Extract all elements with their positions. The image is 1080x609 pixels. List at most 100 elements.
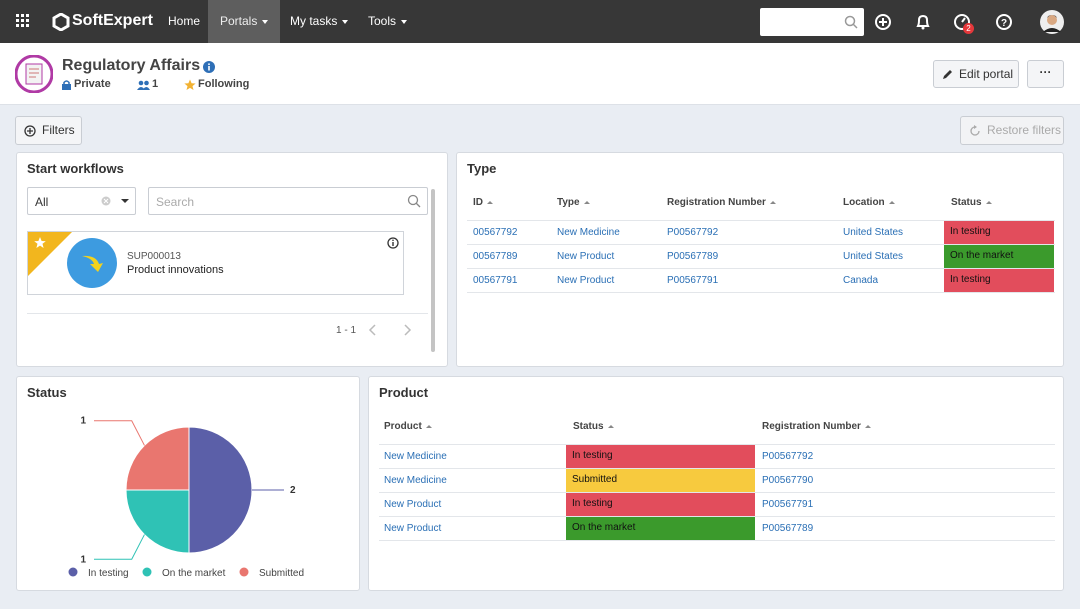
- header-line: [467, 220, 1055, 221]
- tasks-icon[interactable]: [953, 13, 971, 31]
- select[interactable]: All: [27, 187, 136, 215]
- cell-link[interactable]: P00567791: [762, 499, 814, 510]
- search-box[interactable]: [760, 8, 864, 36]
- cell-link[interactable]: P00567792: [667, 227, 719, 238]
- row-line: [379, 492, 1055, 493]
- restore-filters-button[interactable]: Restore filters: [960, 116, 1064, 145]
- cell-link[interactable]: P00567790: [762, 475, 814, 486]
- row-line: [467, 292, 1055, 293]
- help-icon[interactable]: ?: [995, 13, 1013, 31]
- cell-link[interactable]: 00567791: [473, 275, 518, 286]
- product-panel: Product Product Status Registration Number…: [368, 376, 1064, 591]
- nav-item[interactable]: Portals: [208, 0, 281, 43]
- portal-title: Regulatory Affairs: [62, 57, 201, 74]
- workflow-name: Product innovations: [127, 264, 224, 276]
- leader-line: [94, 534, 145, 560]
- legend-label: Submitted: [259, 568, 304, 579]
- status-text: In testing: [572, 450, 613, 461]
- portal-icon: [15, 55, 53, 93]
- cell-link[interactable]: New Product: [557, 251, 615, 262]
- status-text: In testing: [572, 498, 613, 509]
- status-cell: In testing: [566, 493, 755, 516]
- legend-swatch: [239, 567, 249, 577]
- type-panel: Type ID Type Registration Number Location St…: [456, 152, 1064, 367]
- cell-link[interactable]: P00567789: [667, 251, 719, 262]
- apps-icon[interactable]: [16, 14, 30, 28]
- select-value: All: [35, 195, 49, 209]
- add-icon[interactable]: [874, 13, 892, 31]
- column-header[interactable]: Status: [951, 197, 992, 208]
- nav-item[interactable]: My tasks: [278, 0, 360, 43]
- scrollbar[interactable]: [431, 189, 435, 352]
- cell-link[interactable]: New Product: [384, 499, 442, 510]
- pager-arrows[interactable]: [367, 323, 417, 337]
- avatar[interactable]: [1040, 10, 1064, 34]
- legend-swatch: [142, 567, 152, 577]
- brand: SoftExpert: [72, 12, 153, 29]
- divider: [27, 313, 428, 314]
- filters-button[interactable]: Filters: [15, 116, 82, 145]
- panel-title: Type: [467, 161, 497, 176]
- cell-link[interactable]: New Product: [557, 275, 615, 286]
- pagination: 1 - 1: [336, 325, 357, 336]
- row-line: [467, 268, 1055, 269]
- pie-slice: [125, 426, 190, 491]
- cell-link[interactable]: New Medicine: [384, 451, 447, 462]
- privacy: Private: [74, 78, 111, 90]
- edit-portal-button[interactable]: Edit portal: [933, 60, 1019, 88]
- cell-link[interactable]: 00567789: [473, 251, 518, 262]
- status-cell: In testing: [944, 269, 1054, 292]
- cell-link[interactable]: New Product: [384, 523, 442, 534]
- workflow-card[interactable]: SUP000013 Product innovations: [27, 231, 404, 295]
- status-text: On the market: [572, 522, 636, 533]
- info-icon[interactable]: [203, 61, 215, 73]
- nav-item[interactable]: Tools: [356, 0, 419, 43]
- cell-link[interactable]: New Medicine: [384, 475, 447, 486]
- cell-link[interactable]: 00567792: [473, 227, 518, 238]
- row-line: [379, 540, 1055, 541]
- members-icon: [137, 80, 150, 90]
- workflows-panel: Start workflows All Search SUP000013 Pro…: [16, 152, 448, 367]
- restore-filters-label: Restore filters: [987, 123, 1062, 137]
- edit-portal-label: Edit portal: [959, 67, 1014, 81]
- nav-item[interactable]: Home: [168, 14, 201, 28]
- bell-icon[interactable]: [914, 13, 932, 31]
- following[interactable]: Following: [198, 78, 250, 90]
- more-button[interactable]: ···: [1027, 60, 1064, 88]
- legend-label: In testing: [88, 568, 129, 579]
- pie-slice: [188, 426, 253, 554]
- cell-link[interactable]: United States: [843, 251, 904, 262]
- cell-link[interactable]: Canada: [843, 275, 879, 286]
- filters-label: Filters: [42, 123, 75, 137]
- cell-link[interactable]: P00567789: [762, 523, 814, 534]
- workflow-code: SUP000013: [127, 251, 181, 262]
- panel-title: Product: [379, 385, 429, 400]
- column-header[interactable]: Product: [384, 421, 432, 432]
- column-header[interactable]: ID: [473, 197, 493, 208]
- column-header[interactable]: Registration Number: [762, 421, 871, 432]
- column-header[interactable]: Registration Number: [667, 197, 776, 208]
- status-panel: Status 2 1 1 In testing On the market Submitt…: [16, 376, 360, 591]
- data-label: 1: [80, 416, 86, 427]
- row-line: [467, 244, 1055, 245]
- pie-slice: [125, 489, 190, 554]
- column-header[interactable]: Type: [557, 197, 590, 208]
- cell-link[interactable]: United States: [843, 227, 904, 238]
- status-text: In testing: [950, 226, 991, 237]
- top-nav: SoftExpert 2 ? Home Portals My tasks Tools: [0, 0, 1080, 43]
- status-cell: Submitted: [566, 469, 755, 492]
- row-line: [379, 468, 1055, 469]
- column-header[interactable]: Location: [843, 197, 895, 208]
- panel-title: Start workflows: [27, 161, 124, 176]
- cell-link[interactable]: P00567791: [667, 275, 719, 286]
- header-line: [379, 444, 1055, 445]
- row-line: [379, 516, 1055, 517]
- panel-title: Status: [27, 385, 67, 400]
- search-input[interactable]: Search: [148, 187, 428, 215]
- legend-label: On the market: [162, 568, 226, 579]
- cell-link[interactable]: P00567792: [762, 451, 814, 462]
- cell-link[interactable]: New Medicine: [557, 227, 620, 238]
- column-header[interactable]: Status: [573, 421, 614, 432]
